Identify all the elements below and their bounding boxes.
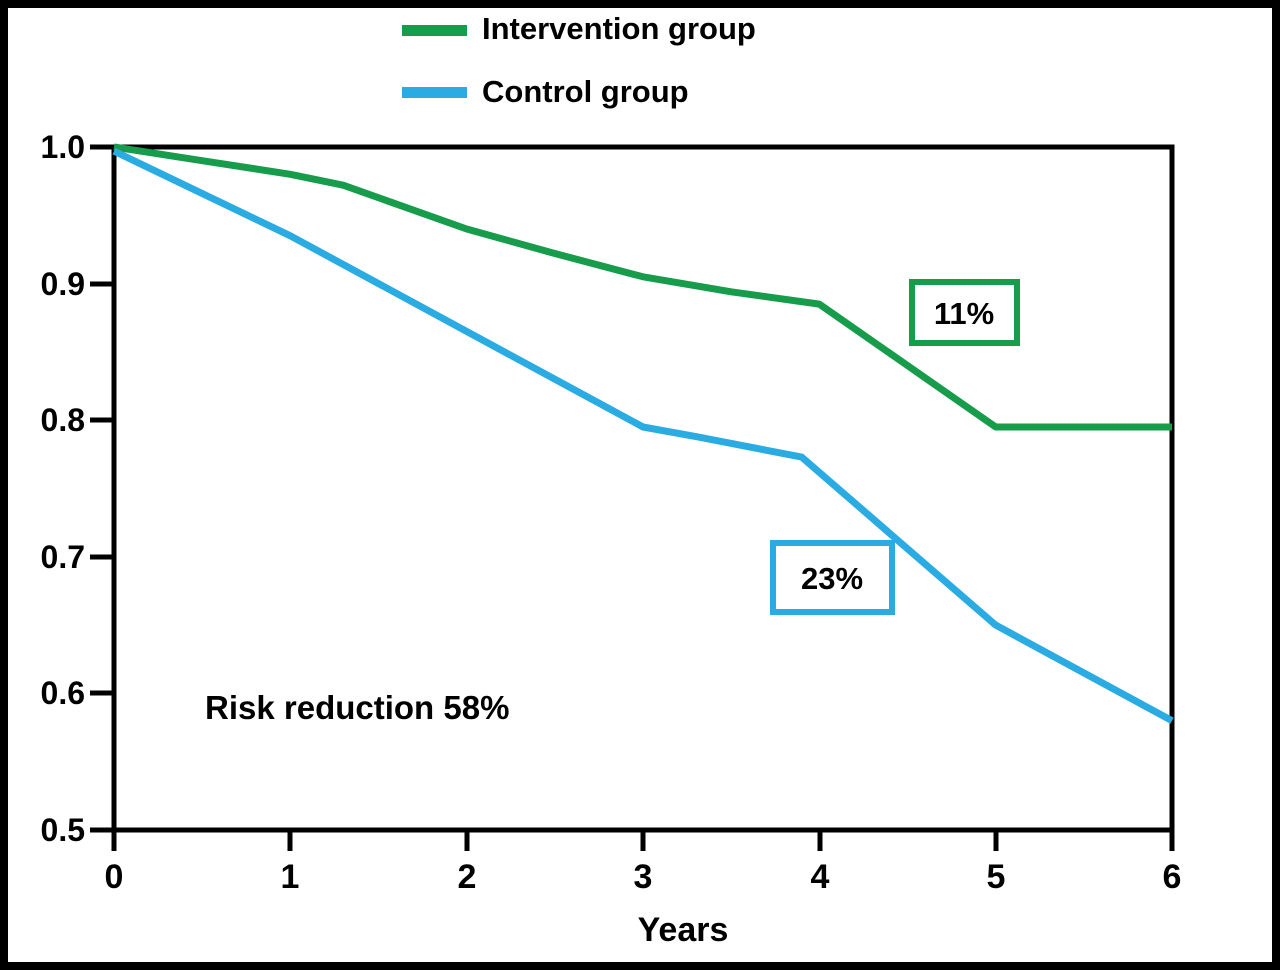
annotation-control-drop: 23% bbox=[770, 540, 895, 615]
x-axis bbox=[111, 830, 1175, 851]
legend-label-intervention: Intervention group bbox=[482, 11, 756, 46]
y-label-0.5: 0.5 bbox=[41, 812, 85, 848]
y-label-0.7: 0.7 bbox=[41, 539, 85, 575]
annotation-intervention-drop: 11% bbox=[909, 279, 1020, 346]
y-label-0.9: 0.9 bbox=[41, 266, 85, 302]
x-axis-labels: 0 1 2 3 4 5 6 bbox=[105, 858, 1182, 896]
y-label-0.6: 0.6 bbox=[41, 675, 85, 711]
y-label-1.0: 1.0 bbox=[41, 129, 85, 165]
legend-swatch-control bbox=[402, 87, 467, 98]
legend: Intervention group Control group bbox=[402, 11, 756, 109]
x-label-3: 3 bbox=[634, 858, 653, 896]
y-label-0.8: 0.8 bbox=[41, 402, 85, 438]
x-label-4: 4 bbox=[811, 858, 830, 896]
x-label-0: 0 bbox=[105, 858, 124, 896]
annotation-text-23: 23% bbox=[801, 561, 863, 596]
x-label-5: 5 bbox=[987, 858, 1006, 896]
legend-swatch-intervention bbox=[402, 25, 467, 36]
y-axis-labels: 1.0 0.9 0.8 0.7 0.6 0.5 bbox=[41, 129, 85, 848]
annotation-box-23 bbox=[770, 540, 895, 615]
x-label-2: 2 bbox=[458, 858, 477, 896]
intervention-line bbox=[113, 143, 1172, 431]
risk-reduction-label: Risk reduction 58% bbox=[205, 689, 509, 726]
x-label-1: 1 bbox=[281, 858, 300, 896]
annotation-text-11: 11% bbox=[934, 296, 994, 331]
x-axis-title: Years bbox=[638, 911, 729, 949]
annotation-box-11 bbox=[909, 279, 1020, 346]
x-label-6: 6 bbox=[1163, 858, 1182, 896]
control-line bbox=[112, 147, 1174, 724]
legend-label-control: Control group bbox=[482, 74, 689, 109]
y-axis bbox=[90, 144, 114, 833]
